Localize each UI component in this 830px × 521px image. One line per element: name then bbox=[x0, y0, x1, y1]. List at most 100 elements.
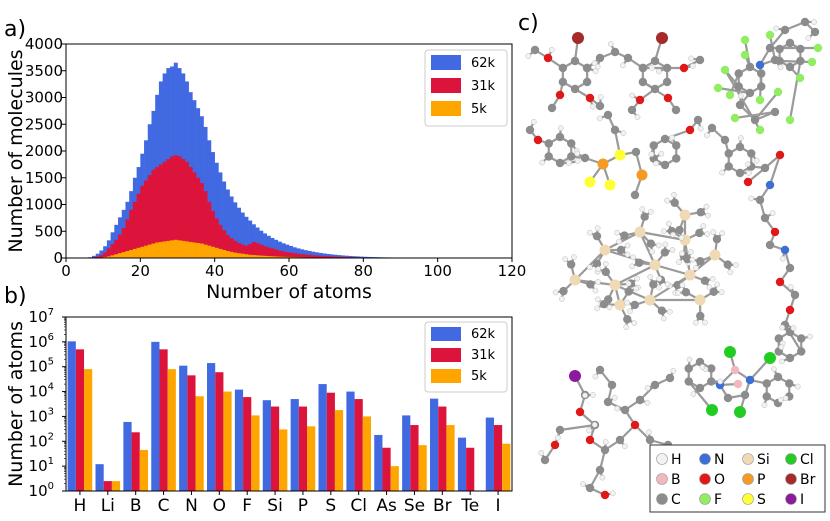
atom-H bbox=[807, 334, 812, 339]
legend-atom-Br-swatch bbox=[786, 474, 797, 485]
element-x-tick-label: Si bbox=[267, 496, 283, 516]
atom-O bbox=[576, 408, 584, 416]
histogram-y-tick-label: 3500 bbox=[25, 62, 63, 80]
element-x-tick-label: C bbox=[158, 496, 170, 516]
atom-C bbox=[559, 64, 567, 72]
atom-Si bbox=[570, 275, 581, 286]
atom-H bbox=[645, 385, 650, 390]
atom-C bbox=[696, 312, 704, 320]
histogram-bar-5k-27 bbox=[166, 241, 170, 258]
element-bar-Br-5k bbox=[446, 425, 454, 491]
legend-atom-I-swatch bbox=[786, 494, 797, 505]
atom-C bbox=[639, 64, 647, 72]
atom-C bbox=[774, 373, 782, 381]
atom-C bbox=[797, 347, 805, 355]
element-chart-y-label: Number of atoms bbox=[5, 321, 27, 487]
atom-H bbox=[701, 223, 706, 228]
atom-O bbox=[786, 306, 794, 314]
atom-H bbox=[566, 160, 571, 165]
atom-C bbox=[632, 148, 640, 156]
atom-C bbox=[771, 56, 779, 64]
atom-C bbox=[736, 169, 744, 177]
atom-C bbox=[620, 231, 628, 239]
element-bar-B-31k bbox=[132, 432, 140, 491]
histogram-bar-5k-20 bbox=[140, 247, 144, 258]
atom-H bbox=[693, 265, 698, 270]
atom-Si bbox=[650, 260, 661, 271]
histogram-x-tick-label: 120 bbox=[498, 262, 527, 280]
atom-H bbox=[661, 316, 666, 321]
atom-H bbox=[526, 53, 531, 58]
histogram-bar-5k-24 bbox=[155, 242, 159, 258]
atom-Cl bbox=[724, 346, 736, 358]
atom-C bbox=[623, 315, 631, 323]
atom-H bbox=[679, 235, 684, 240]
element-bar-Se-62k bbox=[402, 415, 410, 491]
atom-H bbox=[648, 274, 653, 279]
atom-C bbox=[650, 141, 658, 149]
atom-C bbox=[531, 46, 539, 54]
atom-H bbox=[676, 260, 681, 265]
atom-H bbox=[661, 229, 666, 234]
atom-C bbox=[725, 162, 733, 170]
atom-H bbox=[549, 47, 554, 52]
element-x-tick-label: Li bbox=[101, 496, 115, 516]
atom-C bbox=[636, 396, 644, 404]
element-chart-legend: 62k 31k 5k bbox=[425, 322, 507, 392]
histogram-bar-5k-43 bbox=[226, 251, 230, 258]
atom-H bbox=[632, 320, 637, 325]
atom-H bbox=[788, 284, 793, 289]
atom-H bbox=[671, 368, 676, 373]
legend-atom-S-swatch bbox=[743, 494, 754, 505]
element-bar-Si-5k bbox=[279, 429, 287, 491]
atom-H bbox=[595, 297, 600, 302]
atom-H bbox=[654, 161, 659, 166]
atom-H bbox=[635, 276, 640, 281]
atom-C bbox=[696, 384, 704, 392]
atom-C bbox=[746, 63, 754, 71]
atom-C bbox=[608, 381, 616, 389]
element-x-tick-label: Se bbox=[404, 496, 425, 516]
molecule-renderings bbox=[526, 18, 822, 499]
atom-Si bbox=[695, 295, 706, 306]
element-bar-Se-5k bbox=[419, 445, 427, 491]
legend-atom-Cl-label: Cl bbox=[800, 452, 814, 468]
histogram-bar-5k-32 bbox=[185, 241, 189, 258]
atom-H bbox=[626, 281, 631, 286]
element-bar-N-31k bbox=[187, 375, 195, 491]
legend-swatch-5k bbox=[431, 101, 461, 116]
histogram-y-tick-label: 500 bbox=[34, 222, 63, 240]
atom-C bbox=[786, 354, 794, 362]
atom-H bbox=[688, 249, 693, 254]
atom-H bbox=[719, 290, 724, 295]
legend-atom-F-swatch bbox=[700, 494, 711, 505]
atom-H bbox=[646, 429, 651, 434]
element-y-tick-label: 100 bbox=[29, 481, 54, 500]
atom-Cl bbox=[734, 406, 746, 418]
atom-H bbox=[666, 221, 671, 226]
legend-atom-B-label: B bbox=[671, 472, 681, 488]
atom-C bbox=[617, 246, 625, 254]
histogram-bar-5k-44 bbox=[230, 252, 234, 258]
element-y-tick-label: 104 bbox=[29, 382, 54, 401]
atom-C bbox=[771, 108, 779, 116]
atom-C bbox=[567, 152, 575, 160]
element-bar-F-31k bbox=[243, 397, 251, 491]
element-bar-B-62k bbox=[123, 422, 131, 491]
atom-C bbox=[548, 104, 556, 112]
atom-F bbox=[766, 31, 774, 39]
element-legend-swatch-62k bbox=[431, 327, 461, 341]
histogram-bar-5k-48 bbox=[244, 254, 248, 258]
element-y-tick-label: 101 bbox=[29, 456, 54, 475]
histogram-bar-5k-39 bbox=[211, 247, 215, 258]
atom-Si bbox=[710, 250, 721, 261]
atom-C bbox=[796, 57, 804, 65]
atom-C bbox=[710, 288, 718, 296]
atom-F bbox=[786, 116, 794, 124]
molecule-phosphorus-sulfur bbox=[526, 111, 704, 199]
histogram-bar-5k-35 bbox=[196, 243, 200, 258]
atom-C bbox=[583, 78, 591, 86]
molecule-boron-nitrogen-atoms bbox=[685, 346, 801, 418]
